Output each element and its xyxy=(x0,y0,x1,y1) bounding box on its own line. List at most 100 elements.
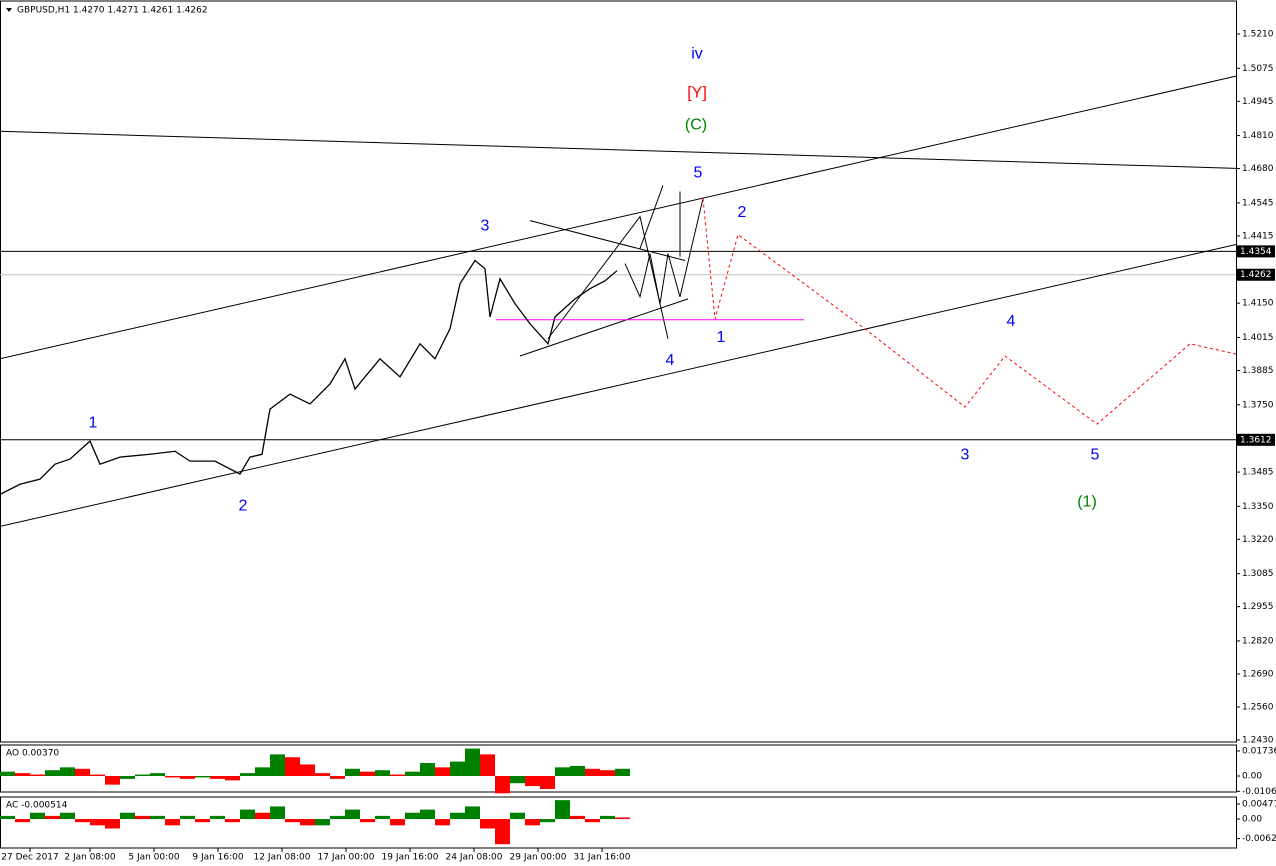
y-tick-label: 1.3220 xyxy=(1242,535,1274,545)
histogram-bar xyxy=(465,748,480,776)
histogram-bar xyxy=(525,819,540,826)
histogram-bar xyxy=(615,817,630,820)
y-tick-label: 1.2690 xyxy=(1242,669,1274,679)
histogram-bar xyxy=(315,819,330,826)
panel-frame xyxy=(0,796,1237,849)
histogram-bar xyxy=(600,770,615,776)
histogram-bar xyxy=(180,775,195,779)
wave-label: 1 xyxy=(717,329,726,346)
y-tick-label: 1.4545 xyxy=(1242,198,1274,208)
histogram-bar xyxy=(165,819,180,826)
histogram-bar xyxy=(510,812,525,820)
wave-label: (C) xyxy=(685,116,707,133)
y-tick-label: -0.01063 xyxy=(1242,787,1276,797)
y-tick-label: 1.4945 xyxy=(1242,97,1274,107)
y-tick-label: 1.2955 xyxy=(1242,602,1274,612)
trend-line xyxy=(519,298,689,357)
histogram-bar xyxy=(30,774,45,776)
wave-label: 5 xyxy=(1091,447,1100,464)
histogram-bar xyxy=(0,815,15,820)
trend-line xyxy=(529,220,686,262)
x-tick-label: 29 Jan 00:00 xyxy=(510,853,567,863)
histogram-bar xyxy=(180,815,195,820)
histogram-bar xyxy=(285,819,300,823)
histogram-bar xyxy=(90,774,105,776)
histogram-bar xyxy=(525,775,540,787)
wave-label: 3 xyxy=(481,218,490,235)
y-tick-label: 1.4680 xyxy=(1242,164,1274,174)
wave-label: 3 xyxy=(961,447,970,464)
histogram-bar xyxy=(450,761,465,776)
histogram-bar xyxy=(30,812,45,820)
histogram-bar xyxy=(15,773,30,776)
histogram-bar xyxy=(240,809,255,820)
trend-line xyxy=(702,198,1237,425)
histogram-bar xyxy=(570,765,585,776)
y-tick-label: 1.4810 xyxy=(1242,131,1274,141)
histogram-bar xyxy=(255,767,270,776)
histogram-bar xyxy=(345,768,360,776)
x-tick-label: 12 Jan 08:00 xyxy=(254,853,311,863)
y-tick-label: 0.01736 xyxy=(1242,746,1276,756)
wave-label: 5 xyxy=(694,165,703,182)
wave-label: 4 xyxy=(1007,313,1016,330)
histogram-bar xyxy=(495,775,510,794)
y-tick-label: -0.00621 xyxy=(1242,834,1276,844)
level-label: 1.4262 xyxy=(1240,270,1272,280)
histogram-bar xyxy=(450,812,465,820)
wave-label: 2 xyxy=(239,498,248,515)
histogram-bar xyxy=(330,815,345,820)
y-tick-label: 1.3885 xyxy=(1242,366,1274,376)
histogram-bar xyxy=(15,819,30,823)
y-tick-label: 0.00 xyxy=(1242,815,1262,825)
histogram-bar xyxy=(360,819,375,823)
histogram-bar xyxy=(270,806,285,820)
wave-label: [Y] xyxy=(687,84,707,101)
trend-line xyxy=(0,75,1237,360)
histogram-bar xyxy=(555,767,570,776)
wave-label: 2 xyxy=(738,204,747,221)
histogram-bar xyxy=(375,770,390,776)
histogram-bar xyxy=(510,775,525,784)
x-tick-label: 5 Jan 00:00 xyxy=(128,853,180,863)
y-tick-label: 1.3350 xyxy=(1242,502,1274,512)
x-tick-label: 31 Jan 16:00 xyxy=(574,853,631,863)
level-box xyxy=(1237,268,1275,281)
panel-frame xyxy=(0,0,1237,743)
trend-line xyxy=(0,244,1237,527)
x-tick-label: 2 Jan 08:00 xyxy=(64,853,116,863)
y-tick-label: 1.2820 xyxy=(1242,636,1274,646)
panel-title: AO 0.00370 xyxy=(6,749,59,759)
histogram-bar xyxy=(135,774,150,776)
histogram-bar xyxy=(135,815,150,820)
histogram-bar xyxy=(225,775,240,781)
y-tick-label: 0.00 xyxy=(1242,771,1262,781)
level-label: 1.3612 xyxy=(1240,435,1272,445)
histogram-bar xyxy=(105,775,120,785)
histogram-bar xyxy=(300,819,315,826)
wave-label: 1 xyxy=(89,414,98,431)
histogram-bar xyxy=(90,819,105,826)
histogram-bar xyxy=(375,815,390,820)
histogram-bar xyxy=(540,819,555,823)
x-tick-label: 17 Jan 00:00 xyxy=(318,853,375,863)
histogram-bar xyxy=(405,771,420,776)
histogram-bar xyxy=(330,775,345,779)
y-tick-label: 1.5075 xyxy=(1242,64,1274,74)
menu-triangle[interactable] xyxy=(6,8,12,12)
histogram-bar xyxy=(120,812,135,820)
histogram-bar xyxy=(480,819,495,829)
histogram-bar xyxy=(210,815,225,820)
histogram-bar xyxy=(435,767,450,776)
histogram-bar xyxy=(120,775,135,779)
histogram-bar xyxy=(210,775,225,779)
histogram-bar xyxy=(300,764,315,776)
histogram-bar xyxy=(405,812,420,820)
x-tick-label: 24 Jan 08:00 xyxy=(446,853,503,863)
trend-line xyxy=(639,185,664,249)
histogram-bar xyxy=(105,819,120,829)
y-tick-label: 1.4150 xyxy=(1242,299,1274,309)
histogram-bar xyxy=(0,771,15,776)
